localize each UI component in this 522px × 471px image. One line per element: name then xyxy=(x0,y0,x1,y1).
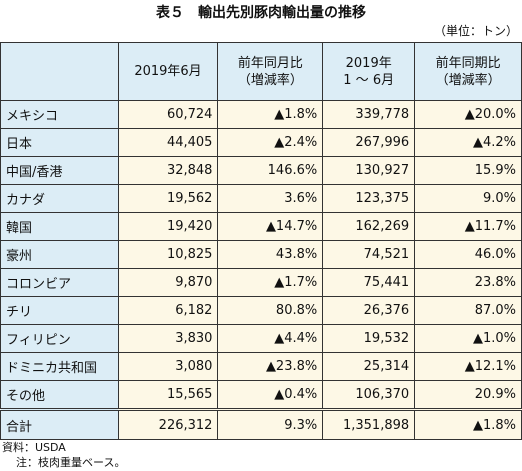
value-cell: 15.9% xyxy=(414,156,522,185)
value-cell: 80.8% xyxy=(217,296,324,325)
table-row: その他 15,565 ▲0.4% 106,370 20.9% xyxy=(0,380,522,410)
unit: （単位：トン） xyxy=(433,24,518,38)
table-row: 豪州 10,825 43.8% 74,521 46.0% xyxy=(0,240,522,269)
header-text: 2019年 xyxy=(345,55,392,71)
header-cell: 前年同期比 （増減率） xyxy=(414,42,522,101)
table-row: メキシコ 60,724 ▲1.8% 339,778 ▲20.0% xyxy=(0,100,522,129)
value-cell: 20.9% xyxy=(414,380,522,410)
header-text: 前年同期比 xyxy=(435,55,501,71)
table-row: コロンビア 9,870 ▲1.7% 75,441 23.8% xyxy=(0,268,522,297)
value-cell: 9.3% xyxy=(217,408,324,440)
value-cell: ▲2.4% xyxy=(217,128,324,157)
value-cell: 1,351,898 xyxy=(322,408,416,440)
header-cell: 2019年6月 xyxy=(117,42,219,101)
table-row: 日本 44,405 ▲2.4% 267,996 ▲4.2% xyxy=(0,128,522,157)
table-row: 合計 226,312 9.3% 1,351,898 ▲1.8% xyxy=(0,408,522,440)
header-row: 2019年6月 前年同月比 （増減率） 2019年 1 ～ 6月 前年同期比 （増減率） xyxy=(0,42,522,101)
value-cell: ▲20.0% xyxy=(414,100,522,129)
value-cell: 46.0% xyxy=(414,240,522,269)
value-cell: ▲1.7% xyxy=(217,268,324,297)
row-label: ドミニカ共和国 xyxy=(0,352,119,381)
value-cell: 3,080 xyxy=(117,352,219,381)
value-cell: 75,441 xyxy=(322,268,416,297)
value-cell: ▲11.7% xyxy=(414,212,522,241)
header-text: 2019年6月 xyxy=(134,64,202,79)
value-cell: 44,405 xyxy=(117,128,219,157)
value-cell: 267,996 xyxy=(322,128,416,157)
value-cell: ▲4.4% xyxy=(217,324,324,353)
value-cell: ▲0.4% xyxy=(217,380,324,410)
value-cell: ▲1.8% xyxy=(217,100,324,129)
value-cell: 26,376 xyxy=(322,296,416,325)
value-cell: 123,375 xyxy=(322,184,416,213)
value-cell: 19,532 xyxy=(322,324,416,353)
row-label: カナダ xyxy=(0,184,119,213)
row-label: チリ xyxy=(0,296,119,325)
value-cell: 9.0% xyxy=(414,184,522,213)
value-cell: 60,724 xyxy=(117,100,219,129)
table-row: ドミニカ共和国 3,080 ▲23.8% 25,314 ▲12.1% xyxy=(0,352,522,381)
value-cell: 9,870 xyxy=(117,268,219,297)
value-cell: ▲4.2% xyxy=(414,128,522,157)
value-cell: ▲1.0% xyxy=(414,324,522,353)
value-cell: 106,370 xyxy=(322,380,416,410)
table-body: メキシコ 60,724 ▲1.8% 339,778 ▲20.0% 日本 44,405 ▲2.4… xyxy=(0,100,522,440)
value-cell: 19,420 xyxy=(117,212,219,241)
note: 資料：USDA xyxy=(2,441,66,454)
value-cell: 3,830 xyxy=(117,324,219,353)
row-label: その他 xyxy=(0,380,119,410)
value-cell: 3.6% xyxy=(217,184,324,213)
table-row: フィリピン 3,830 ▲4.4% 19,532 ▲1.0% xyxy=(0,324,522,353)
row-label: 日本 xyxy=(0,128,119,157)
row-label: 合計 xyxy=(0,408,119,440)
value-cell: 23.8% xyxy=(414,268,522,297)
value-cell: 226,312 xyxy=(117,408,219,440)
header-text: （増減率） xyxy=(237,72,303,88)
header-text: 前年同月比 xyxy=(237,55,303,71)
table-row: カナダ 19,562 3.6% 123,375 9.0% xyxy=(0,184,522,213)
row-label: 豪州 xyxy=(0,240,119,269)
notes: 資料：USDA 注：枝肉重量ベース。 xyxy=(2,440,125,470)
value-cell: 146.6% xyxy=(217,156,324,185)
value-cell: ▲23.8% xyxy=(217,352,324,381)
value-cell: 130,927 xyxy=(322,156,416,185)
value-cell: 6,182 xyxy=(117,296,219,325)
value-cell: 339,778 xyxy=(322,100,416,129)
table-row: 韓国 19,420 ▲14.7% 162,269 ▲11.7% xyxy=(0,212,522,241)
note: 注：枝肉重量ベース。 xyxy=(16,456,126,469)
value-cell: 162,269 xyxy=(322,212,416,241)
value-cell: 15,565 xyxy=(117,380,219,410)
table: 2019年6月 前年同月比 （増減率） 2019年 1 ～ 6月 前年同期比 （増減率） メ… xyxy=(0,42,522,440)
table-row: 中国/香港 32,848 146.6% 130,927 15.9% xyxy=(0,156,522,185)
row-label: メキシコ xyxy=(0,100,119,129)
value-cell: 32,848 xyxy=(117,156,219,185)
title: 表５ 輸出先別豚肉輸出量の推移 xyxy=(156,5,366,21)
header-text: （増減率） xyxy=(435,72,501,88)
value-cell: 43.8% xyxy=(217,240,324,269)
row-label: コロンビア xyxy=(0,268,119,297)
value-cell: 74,521 xyxy=(322,240,416,269)
header-cell xyxy=(0,42,119,101)
value-cell: ▲1.8% xyxy=(414,408,522,440)
row-label: 韓国 xyxy=(0,212,119,241)
table-row: チリ 6,182 80.8% 26,376 87.0% xyxy=(0,296,522,325)
row-label: フィリピン xyxy=(0,324,119,353)
row-label: 中国/香港 xyxy=(0,156,119,185)
header-text: 1 ～ 6月 xyxy=(343,72,395,88)
header-cell: 前年同月比 （増減率） xyxy=(217,42,324,101)
header-cell: 2019年 1 ～ 6月 xyxy=(322,42,416,101)
value-cell: 19,562 xyxy=(117,184,219,213)
value-cell: ▲12.1% xyxy=(414,352,522,381)
value-cell: ▲14.7% xyxy=(217,212,324,241)
value-cell: 87.0% xyxy=(414,296,522,325)
value-cell: 10,825 xyxy=(117,240,219,269)
value-cell: 25,314 xyxy=(322,352,416,381)
